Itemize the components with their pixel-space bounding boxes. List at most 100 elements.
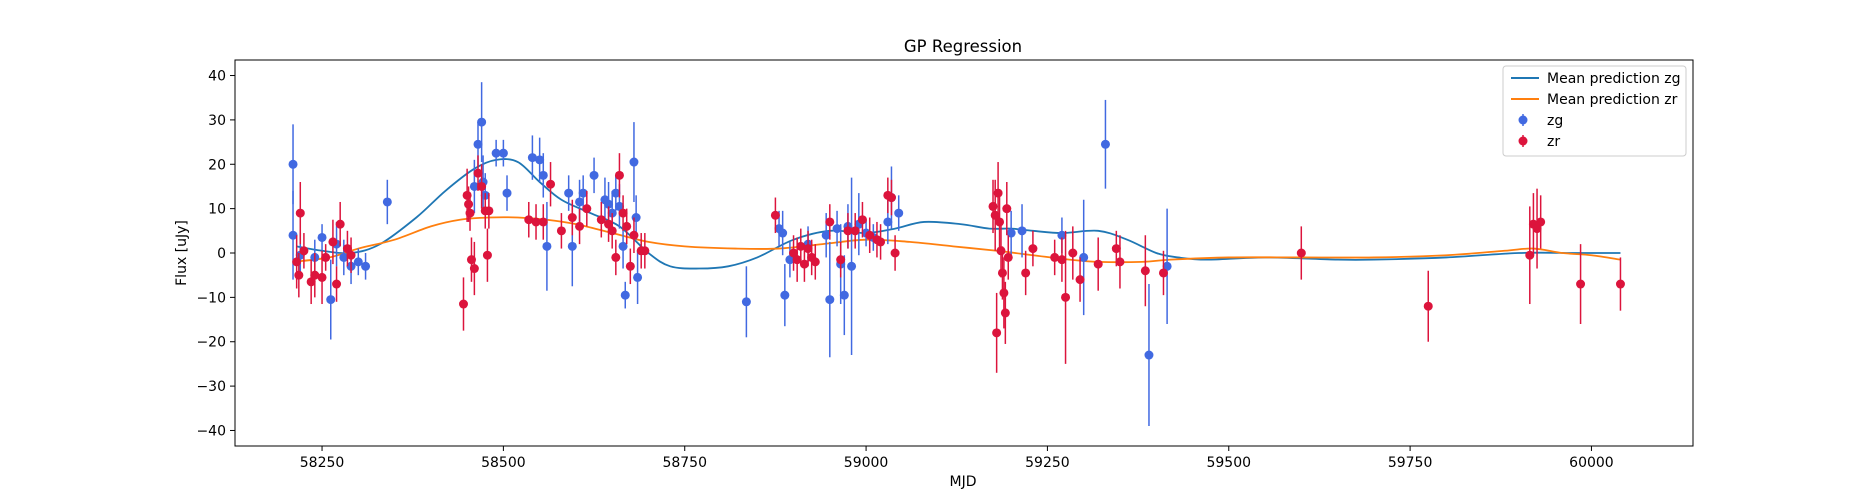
point-zr bbox=[850, 226, 860, 236]
point-zr bbox=[996, 246, 1006, 256]
point-zg bbox=[589, 170, 599, 180]
legend: Mean prediction zg Mean prediction zr zg… bbox=[1502, 65, 1687, 157]
point-zg bbox=[317, 232, 327, 242]
point-zg bbox=[339, 252, 349, 262]
point-zr bbox=[618, 208, 628, 218]
point-zr bbox=[999, 288, 1009, 298]
y-axis: −40 −30 −20 −10 0 10 20 30 40 bbox=[196, 69, 235, 439]
point-zg bbox=[288, 230, 298, 240]
point-zr bbox=[482, 250, 492, 260]
y-tick-label: −30 bbox=[196, 379, 226, 395]
point-zg bbox=[326, 295, 336, 305]
point-zr bbox=[1158, 268, 1168, 278]
point-zr bbox=[629, 230, 639, 240]
point-zr bbox=[1115, 257, 1125, 267]
point-zr bbox=[1525, 250, 1535, 260]
point-zr bbox=[876, 237, 886, 247]
legend-label-zg: zg bbox=[1547, 113, 1563, 129]
point-zr bbox=[346, 250, 356, 260]
point-zr bbox=[803, 244, 813, 254]
point-zr bbox=[622, 221, 632, 231]
x-tick-label: 59500 bbox=[1206, 455, 1251, 471]
point-zg bbox=[469, 181, 479, 191]
point-zg bbox=[839, 290, 849, 300]
point-zg bbox=[578, 188, 588, 198]
point-zr bbox=[1028, 244, 1038, 254]
point-zg bbox=[527, 153, 537, 163]
point-zr bbox=[1021, 268, 1031, 278]
point-zr bbox=[890, 248, 900, 258]
point-zr bbox=[567, 213, 577, 223]
point-zg bbox=[604, 199, 614, 209]
point-zr bbox=[306, 277, 316, 287]
point-zr bbox=[614, 170, 624, 180]
point-zr bbox=[1061, 292, 1071, 302]
point-zg bbox=[1057, 230, 1067, 240]
x-axis-label: MJD bbox=[950, 474, 977, 490]
y-tick-label: 0 bbox=[217, 246, 226, 262]
point-zr bbox=[810, 257, 820, 267]
point-zr bbox=[825, 217, 835, 227]
point-zr bbox=[1576, 279, 1586, 289]
point-zg bbox=[778, 228, 788, 238]
point-zr bbox=[335, 219, 345, 229]
point-zr bbox=[995, 217, 1005, 227]
point-zg bbox=[894, 208, 904, 218]
point-zr bbox=[546, 179, 556, 189]
plot-area bbox=[288, 82, 1625, 427]
point-zg bbox=[629, 157, 639, 167]
point-zr bbox=[465, 208, 475, 218]
x-tick-label: 58250 bbox=[300, 455, 345, 471]
point-zr bbox=[469, 264, 479, 274]
point-zr bbox=[1111, 244, 1121, 254]
point-zg bbox=[785, 255, 795, 265]
point-zg bbox=[538, 170, 548, 180]
point-zr bbox=[1536, 217, 1546, 227]
point-zr bbox=[799, 259, 809, 269]
point-zr bbox=[836, 255, 846, 265]
point-zr bbox=[484, 206, 494, 216]
point-zg bbox=[631, 213, 641, 223]
point-zg bbox=[825, 295, 835, 305]
point-zr bbox=[640, 246, 650, 256]
point-zr bbox=[843, 226, 853, 236]
point-zr bbox=[295, 208, 305, 218]
point-zr bbox=[625, 261, 635, 271]
point-zg bbox=[502, 188, 512, 198]
point-zr bbox=[1615, 279, 1625, 289]
point-zr bbox=[342, 244, 352, 254]
series-line-mean-prediction-zr bbox=[292, 216, 1621, 264]
point-zg bbox=[575, 197, 585, 207]
point-zr bbox=[596, 215, 606, 225]
point-zg bbox=[353, 257, 363, 267]
point-zr bbox=[1000, 308, 1010, 318]
point-zr bbox=[328, 237, 338, 247]
point-zr bbox=[531, 217, 541, 227]
point-zr bbox=[321, 252, 331, 262]
point-zg bbox=[633, 272, 643, 282]
point-zr bbox=[857, 215, 867, 225]
point-zg bbox=[741, 297, 751, 307]
x-tick-label: 59000 bbox=[844, 455, 889, 471]
point-zr bbox=[997, 268, 1007, 278]
point-zr bbox=[299, 246, 309, 256]
point-zr bbox=[1050, 252, 1060, 262]
point-zr bbox=[993, 188, 1003, 198]
x-axis: 58250 58500 58750 59000 59250 59500 59750 60000 bbox=[300, 446, 1614, 471]
point-zg bbox=[567, 241, 577, 251]
point-zr bbox=[789, 248, 799, 258]
point-zg bbox=[473, 139, 483, 149]
y-tick-label: −20 bbox=[196, 335, 226, 351]
chart-title: GP Regression bbox=[904, 37, 1022, 56]
point-zg bbox=[1162, 261, 1172, 271]
point-zr bbox=[770, 210, 780, 220]
y-tick-label: 10 bbox=[208, 202, 226, 218]
x-tick-label: 58500 bbox=[481, 455, 526, 471]
y-axis-label: Flux [uJy] bbox=[174, 220, 190, 286]
point-zg bbox=[821, 230, 831, 240]
legend-swatch-zg-marker bbox=[1518, 115, 1528, 125]
point-zg bbox=[618, 241, 628, 251]
point-zg bbox=[382, 197, 392, 207]
point-zr bbox=[988, 201, 998, 211]
y-tick-label: −10 bbox=[196, 290, 226, 306]
